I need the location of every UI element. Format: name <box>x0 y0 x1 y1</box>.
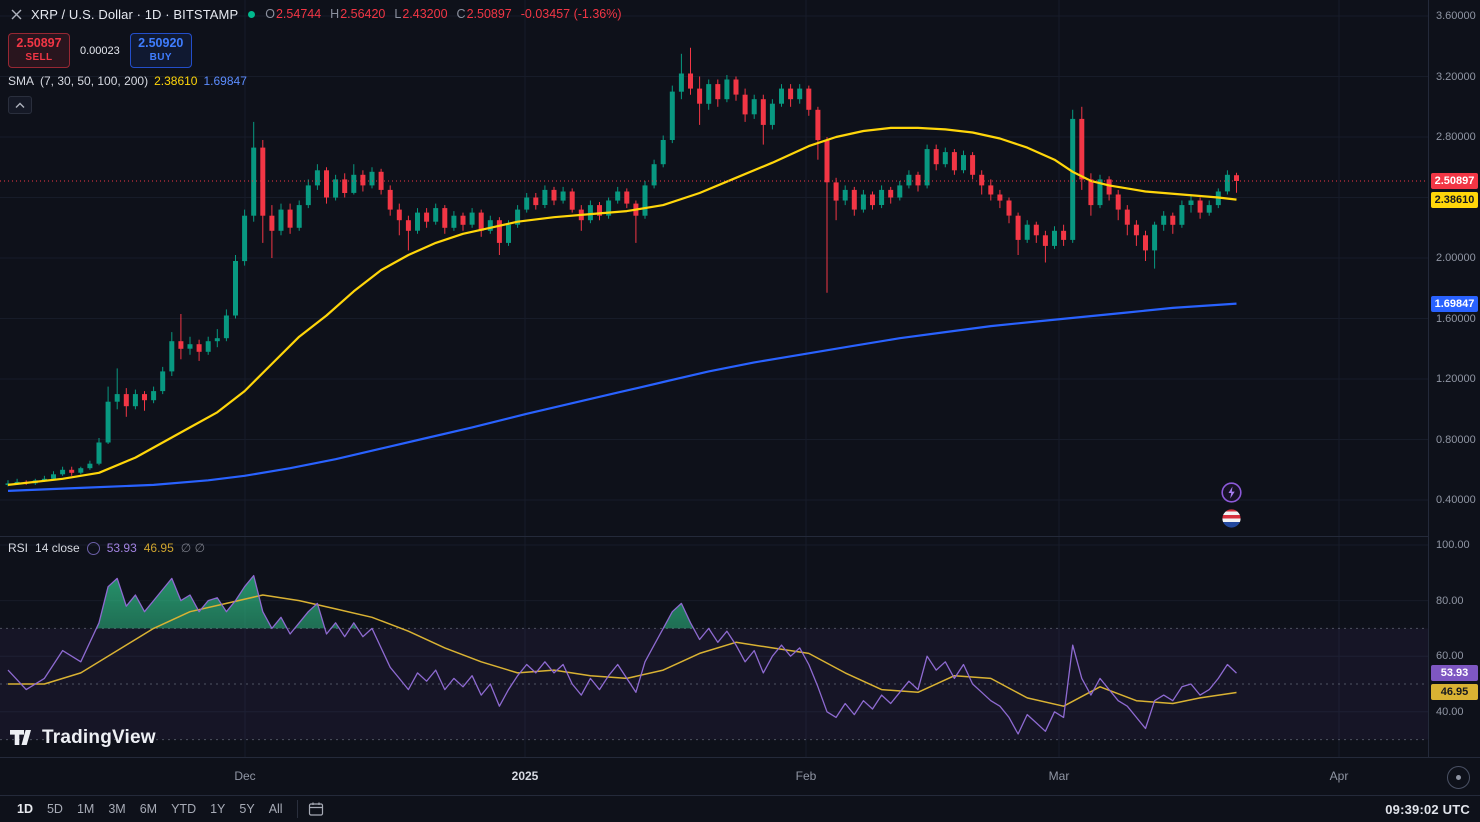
ohlc-open-label: O <box>265 7 275 21</box>
time-axis[interactable]: Dec 2025 Feb Mar Apr <box>0 757 1480 796</box>
tradingview-logo[interactable]: TradingView <box>10 727 156 749</box>
ohlc-high-value: 2.56420 <box>340 7 386 21</box>
sma-value-yellow: 2.38610 <box>154 74 198 88</box>
close-icon[interactable] <box>8 6 24 22</box>
price-axis-label: 1.60000 <box>1436 312 1476 325</box>
rsi-axis-badge: 46.95 <box>1431 684 1478 701</box>
collapse-legend-button[interactable] <box>8 96 32 114</box>
chart-float-icons <box>1221 482 1242 529</box>
trade-widget: 2.50897 SELL 0.00023 2.50920 BUY <box>8 33 192 69</box>
calendar-icon <box>308 802 323 816</box>
sma-params: (7, 30, 50, 100, 200) <box>40 74 149 88</box>
rsi-legend[interactable]: RSI 14 close 53.93 46.95 ∅ ∅ <box>8 541 205 555</box>
range-button-5d[interactable]: 5D <box>46 802 63 816</box>
range-button-5y[interactable]: 5Y <box>239 802 255 816</box>
range-button-1y[interactable]: 1Y <box>210 802 226 816</box>
clock[interactable]: 09:39:02 UTC <box>1385 801 1470 817</box>
sma-name: SMA <box>8 74 35 88</box>
price-axis-label: 1.20000 <box>1436 373 1476 385</box>
range-buttons: 1D 5D 1M 3M 6M YTD 1Y 5Y All <box>10 799 290 819</box>
chevron-up-icon <box>15 102 25 108</box>
go-to-date-button[interactable] <box>305 801 327 817</box>
price-axis-label: 2.00000 <box>1436 252 1476 264</box>
price-axis-label: 2.80000 <box>1436 131 1476 143</box>
time-axis-label: Feb <box>795 769 817 783</box>
buy-label: BUY <box>149 51 172 63</box>
ohlc-low-label: L <box>394 7 402 21</box>
market-status-icon <box>248 10 256 18</box>
range-button-3m[interactable]: 3M <box>108 802 126 816</box>
price-change: -0.03457 (-1.36%) <box>520 7 622 21</box>
ohlc-close-value: 2.50897 <box>466 7 512 21</box>
sell-label: SELL <box>25 51 53 63</box>
range-button-ytd[interactable]: YTD <box>171 802 197 816</box>
tradingview-mark-icon <box>10 730 31 745</box>
rsi-axis-label: 100.00 <box>1436 539 1470 551</box>
jump-dot-icon <box>1456 775 1461 780</box>
spread-value: 0.00023 <box>80 44 120 57</box>
price-axis-label: 0.40000 <box>1436 494 1476 506</box>
tradingview-wordmark: TradingView <box>42 727 156 748</box>
ohlc-low-value: 2.43200 <box>402 7 448 21</box>
toolbar-divider <box>296 800 298 818</box>
rsi-hint-icon <box>86 541 100 555</box>
rsi-empty-values: ∅ ∅ <box>180 541 206 555</box>
time-axis-label: Apr <box>1329 769 1349 783</box>
price-axis-badge: 1.69847 <box>1431 295 1478 312</box>
price-axis[interactable]: 3.60000 3.20000 2.80000 2.00000 1.60000 1.200… <box>1428 0 1480 757</box>
ohlc-close-label: C <box>456 7 466 21</box>
sma-legend[interactable]: SMA (7, 30, 50, 100, 200) 2.38610 1.6984… <box>8 74 247 88</box>
price-axis-badge: 2.50897 <box>1431 173 1478 190</box>
rsi-axis-label: 40.00 <box>1436 705 1464 718</box>
lightning-icon[interactable] <box>1221 482 1242 503</box>
price-axis-label: 3.60000 <box>1436 10 1476 22</box>
rsi-axis-label: 60.00 <box>1436 650 1464 663</box>
rsi-params: 14 close <box>35 541 80 555</box>
rsi-value: 53.93 <box>106 541 137 555</box>
price-axis-label: 0.80000 <box>1436 433 1476 446</box>
sell-button[interactable]: 2.50897 SELL <box>8 33 70 69</box>
bottom-toolbar: 1D 5D 1M 3M 6M YTD 1Y 5Y All 09:39:02 UTC <box>0 795 1480 822</box>
time-axis-label: Mar <box>1048 769 1070 783</box>
rsi-name: RSI <box>8 541 29 555</box>
symbol-title[interactable]: XRP / U.S. Dollar · 1D · BITSTAMP <box>31 6 239 22</box>
ohlc-open-value: 2.54744 <box>275 7 322 21</box>
range-button-all[interactable]: All <box>268 802 283 816</box>
chart-legend: XRP / U.S. Dollar · 1D · BITSTAMP O 2.547… <box>8 6 622 22</box>
time-axis-label: 2025 <box>511 769 539 783</box>
buy-price: 2.50920 <box>138 36 184 50</box>
ohlc-values: O 2.54744 H 2.56420 L 2.43200 C 2.50897 -0.0… <box>265 7 621 21</box>
rsi-ma-value: 46.95 <box>143 541 174 555</box>
price-chart-canvas[interactable] <box>0 0 1480 757</box>
us-flag-event-icon[interactable] <box>1221 508 1242 529</box>
range-button-1d[interactable]: 1D <box>17 802 33 816</box>
rsi-axis-badge: 53.93 <box>1431 665 1478 682</box>
buy-button[interactable]: 2.50920 BUY <box>129 33 192 69</box>
range-button-6m[interactable]: 6M <box>139 802 158 816</box>
ohlc-high-label: H <box>330 7 340 21</box>
price-axis-label: 3.20000 <box>1436 70 1476 83</box>
sell-price: 2.50897 <box>16 36 62 50</box>
rsi-axis-label: 80.00 <box>1436 594 1464 607</box>
go-to-realtime-button[interactable] <box>1447 766 1470 789</box>
price-axis-badge: 2.38610 <box>1431 191 1478 208</box>
time-axis-label: Dec <box>234 769 256 783</box>
range-button-1m[interactable]: 1M <box>76 802 95 816</box>
sma-value-blue: 1.69847 <box>203 74 247 88</box>
